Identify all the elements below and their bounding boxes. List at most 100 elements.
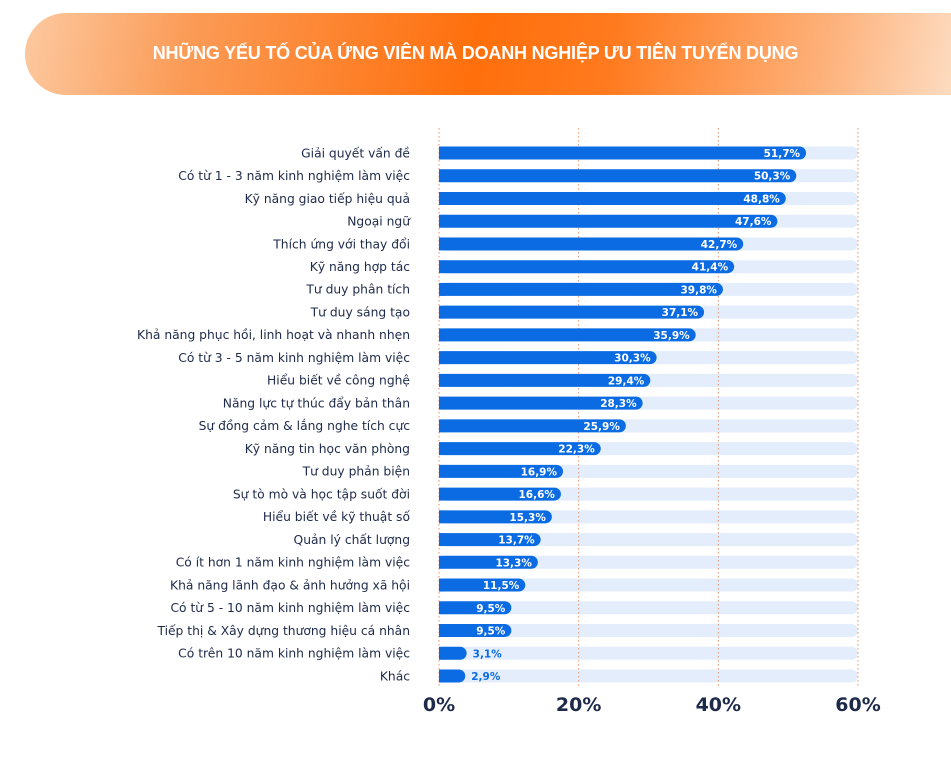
data-label: 37,1% (662, 307, 699, 319)
bar-left-edge (439, 305, 445, 319)
category-label: Hiểu biết về công nghệ (267, 374, 410, 388)
category-label: Có từ 1 - 3 năm kinh nghiệm làm việc (178, 169, 410, 183)
category-label: Kỹ năng hợp tác (310, 260, 410, 274)
x-tick-label: 0% (423, 694, 455, 716)
bar-track (439, 533, 858, 547)
bar-left-edge (439, 260, 445, 274)
bar-left-edge (439, 487, 445, 501)
category-label: Thích ứng với thay đổi (272, 237, 410, 251)
data-label: 47,6% (735, 216, 772, 228)
bar (439, 214, 778, 228)
category-label: Có từ 3 - 5 năm kinh nghiệm làm việc (178, 351, 410, 365)
category-label: Có ít hơn 1 năm kinh nghiệm làm việc (176, 556, 410, 570)
data-label: 25,9% (583, 421, 620, 433)
bar-left-edge (439, 555, 445, 569)
bar-track (439, 646, 858, 660)
bar (439, 555, 538, 569)
bar-left-edge (439, 624, 445, 638)
bar (439, 646, 467, 660)
bar (439, 169, 797, 183)
category-label: Sự tò mò và học tập suốt đời (233, 487, 410, 501)
bar-left-edge (439, 510, 445, 524)
bar-left-edge (439, 419, 445, 433)
bar (439, 601, 512, 615)
bar-track (439, 601, 858, 615)
category-label: Tiếp thị & Xây dựng thương hiệu cá nhân (156, 624, 410, 638)
category-label: Khả năng phục hồi, linh hoạt và nhanh nh… (137, 328, 410, 342)
category-label: Có trên 10 năm kinh nghiệm làm việc (178, 647, 410, 661)
x-tick-label: 60% (835, 694, 880, 716)
data-label: 11,5% (483, 580, 520, 592)
category-label: Có từ 5 - 10 năm kinh nghiệm làm việc (170, 601, 410, 615)
bar (439, 396, 643, 410)
bar (439, 578, 526, 592)
bar-left-edge (439, 373, 445, 387)
bar (439, 669, 466, 683)
bar (439, 237, 744, 251)
data-label: 41,4% (692, 262, 729, 274)
bar-left-edge (439, 669, 445, 683)
bar (439, 624, 512, 638)
category-label: Tư duy phân tích (305, 283, 410, 297)
title-banner (25, 13, 951, 95)
bar (439, 464, 564, 478)
category-label: Kỹ năng tin học văn phòng (245, 442, 410, 456)
category-label: Hiểu biết về kỹ thuật số (263, 510, 411, 524)
bar (439, 487, 561, 501)
data-label: 16,6% (518, 489, 555, 501)
bar-track (439, 669, 858, 683)
bar-left-edge (439, 533, 445, 547)
data-label: 15,3% (509, 512, 546, 524)
bar-left-edge (439, 646, 445, 660)
bar (439, 442, 601, 456)
category-label: Tư duy sáng tạo (310, 305, 410, 319)
data-label: 16,9% (521, 466, 558, 478)
bar-left-edge (439, 191, 445, 205)
data-label: 51,7% (764, 148, 801, 160)
bar (439, 373, 651, 387)
category-label: Năng lực tự thúc đẩy bản thân (223, 396, 410, 410)
data-label: 48,8% (743, 193, 780, 205)
data-label: 2,9% (471, 671, 501, 683)
bar (439, 191, 786, 205)
bar-left-edge (439, 601, 445, 615)
bar (439, 146, 807, 160)
bar-left-edge (439, 442, 445, 456)
category-label: Ngoại ngữ (347, 215, 411, 229)
bar-left-edge (439, 396, 445, 410)
bar (439, 282, 723, 296)
x-tick-label: 20% (556, 694, 601, 716)
data-label: 28,3% (600, 398, 637, 410)
bar-left-edge (439, 464, 445, 478)
bar (439, 510, 552, 524)
bar-left-edge (439, 351, 445, 365)
category-label: Quản lý chất lượng (294, 533, 410, 547)
data-label: 35,9% (653, 330, 690, 342)
bar-track (439, 555, 858, 569)
category-label: Khác (380, 669, 410, 683)
bar-left-edge (439, 578, 445, 592)
bar-left-edge (439, 237, 445, 251)
category-label: Kỹ năng giao tiếp hiệu quả (245, 192, 410, 206)
data-label: 29,4% (608, 375, 645, 387)
data-label: 39,8% (680, 284, 717, 296)
bar-left-edge (439, 282, 445, 296)
category-label: Khả năng lãnh đạo & ảnh hưởng xã hội (170, 578, 410, 592)
bar-left-edge (439, 146, 445, 160)
bar (439, 533, 541, 547)
data-label: 22,3% (558, 444, 595, 456)
bar (439, 260, 735, 274)
data-label: 13,7% (498, 535, 535, 547)
bar-left-edge (439, 328, 445, 342)
category-label: Giải quyết vấn đề (301, 146, 410, 160)
bar-track (439, 624, 858, 638)
data-label: 30,3% (614, 353, 651, 365)
data-label: 13,3% (495, 557, 532, 569)
category-label: Tư duy phản biện (302, 465, 410, 479)
bar-track (439, 578, 858, 592)
data-label: 9,5% (476, 626, 506, 638)
bar (439, 305, 705, 319)
data-label: 42,7% (701, 239, 738, 251)
bar (439, 419, 626, 433)
